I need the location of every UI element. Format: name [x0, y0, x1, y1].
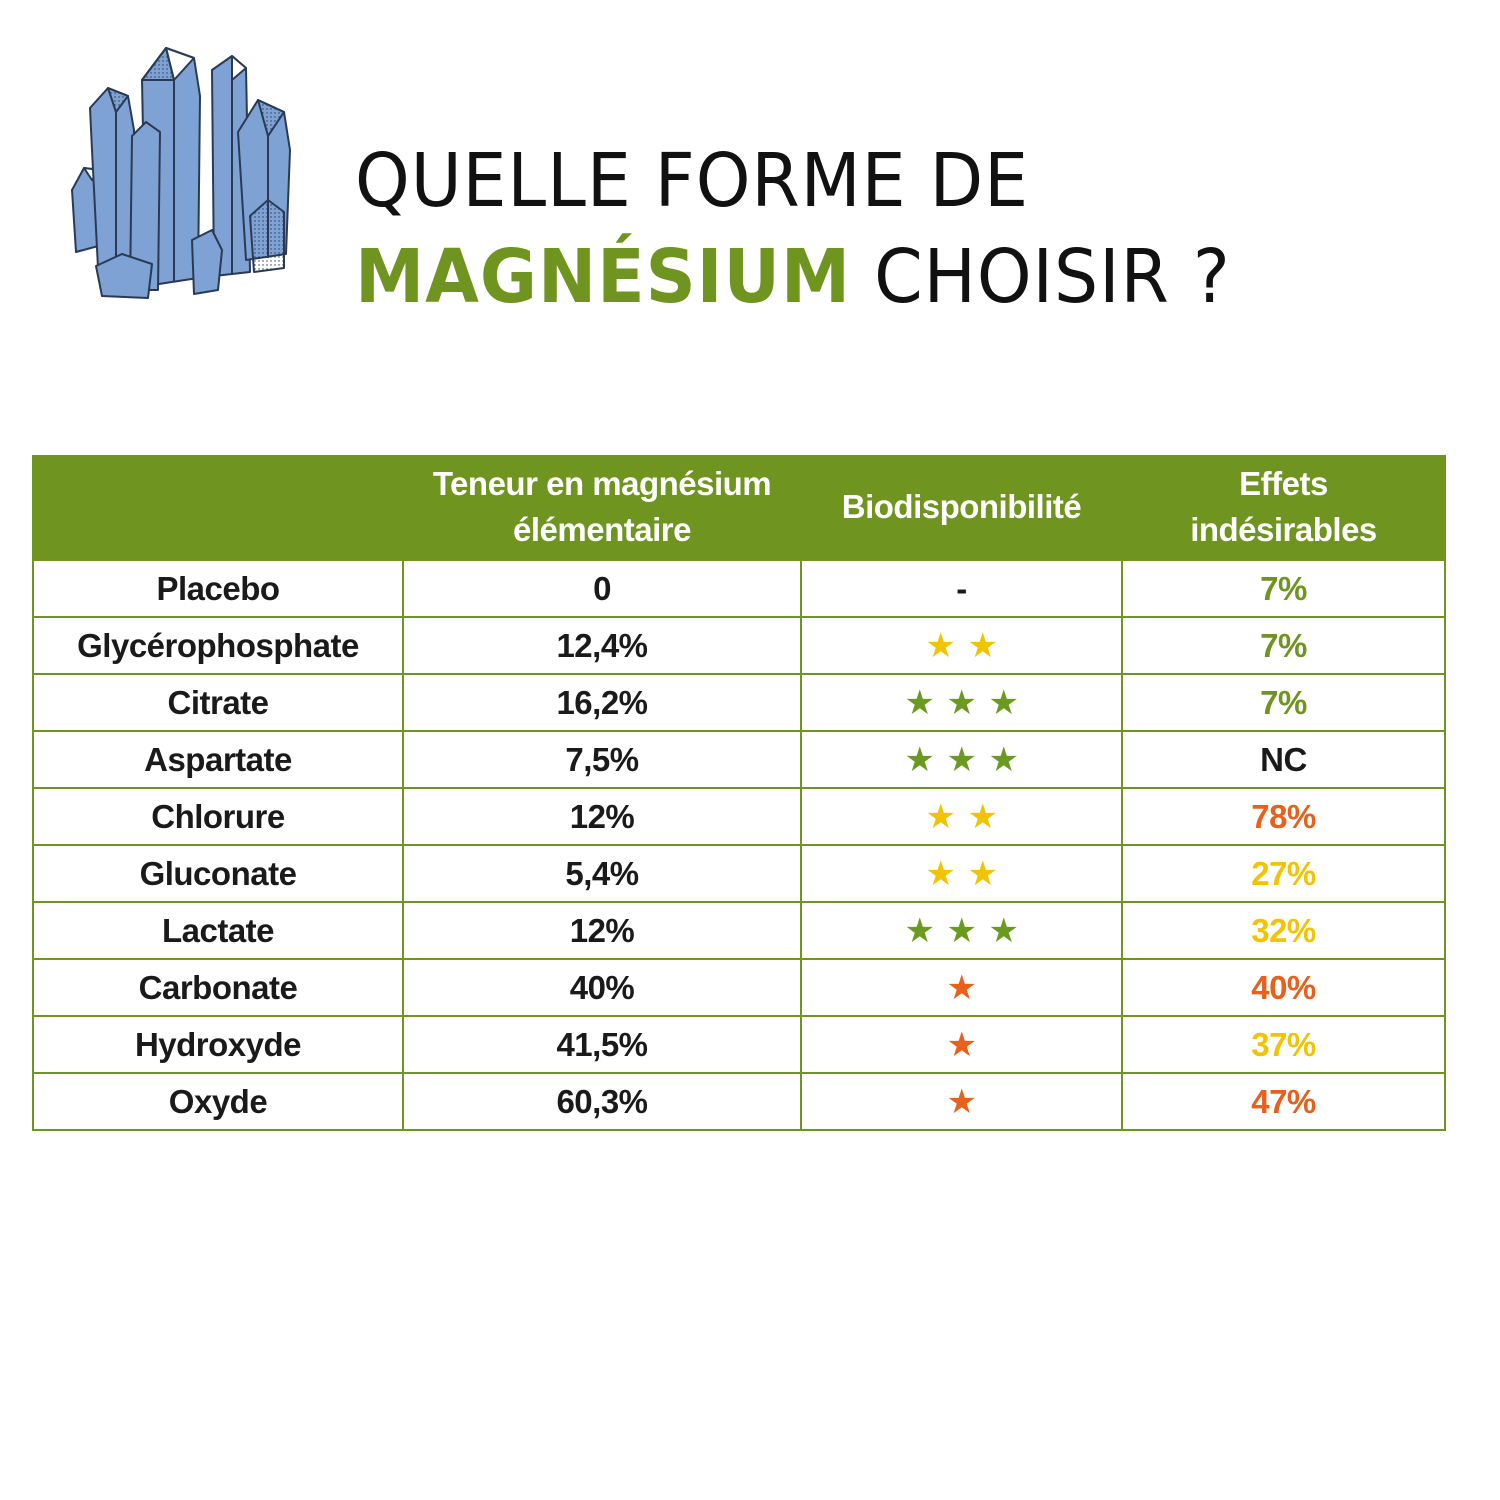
- title-highlight: MAGNÉSIUM: [355, 234, 852, 320]
- crystal-cluster-icon: [71, 47, 291, 299]
- header-bioavailability: Biodisponibilité: [800, 455, 1123, 560]
- form-name-cell: Gluconate: [32, 844, 404, 903]
- star-icon: ★: [946, 1081, 977, 1122]
- form-name-cell: Glycérophosphate: [32, 616, 404, 675]
- table-row: Lactate 12% ★ ★ ★ 32%: [32, 901, 1446, 960]
- bioavailability-cell: ★ ★: [800, 844, 1123, 903]
- side-effects-cell: NC: [1121, 730, 1446, 789]
- star-icon: ★: [967, 625, 998, 666]
- side-effects-cell: 40%: [1121, 958, 1446, 1017]
- elemental-content-cell: 12,4%: [402, 616, 802, 675]
- elemental-content-cell: 12%: [402, 901, 802, 960]
- star-icon: ★: [925, 796, 956, 837]
- bioavailability-cell: ★ ★ ★: [800, 673, 1123, 732]
- star-rating: ★: [947, 971, 977, 1005]
- table-body: Placebo 0-7% Glycérophosphate 12,4% ★ ★ 7% Citr…: [32, 559, 1446, 1131]
- elemental-content-cell: 0: [402, 559, 802, 618]
- side-effects-cell: 7%: [1121, 616, 1446, 675]
- form-name-cell: Oxyde: [32, 1072, 404, 1131]
- form-name-cell: Citrate: [32, 673, 404, 732]
- bioavailability-cell: ★ ★ ★: [800, 730, 1123, 789]
- star-rating: ★ ★ ★: [905, 743, 1019, 777]
- elemental-content-cell: 7,5%: [402, 730, 802, 789]
- star-icon: ★: [946, 967, 977, 1008]
- elemental-content-cell: 40%: [402, 958, 802, 1017]
- star-icon: ★: [904, 910, 935, 951]
- header-side-effects: Effets indésirables: [1121, 455, 1446, 560]
- star-icon: ★: [988, 682, 1019, 723]
- table-row: Carbonate 40% ★ 40%: [32, 958, 1446, 1017]
- side-effects-cell: 47%: [1121, 1072, 1446, 1131]
- elemental-content-cell: 5,4%: [402, 844, 802, 903]
- header-side-effects-label: Effets indésirables: [1190, 465, 1377, 548]
- form-name-cell: Chlorure: [32, 787, 404, 846]
- form-name-cell: Placebo: [32, 559, 404, 618]
- side-effects-cell: 32%: [1121, 901, 1446, 960]
- table-header-row: Teneur en magnésium élémentaire Biodispo…: [32, 455, 1446, 560]
- side-effects-cell: 78%: [1121, 787, 1446, 846]
- elemental-content-cell: 16,2%: [402, 673, 802, 732]
- bioavailability-cell: ★ ★ ★: [800, 901, 1123, 960]
- star-rating: ★ ★ ★: [905, 686, 1019, 720]
- star-rating: ★ ★: [926, 800, 998, 834]
- star-rating: ★ ★: [926, 857, 998, 891]
- table-row: Oxyde 60,3% ★ 47%: [32, 1072, 1446, 1131]
- table-header: Teneur en magnésium élémentaire Biodispo…: [32, 455, 1446, 560]
- table-row: Citrate 16,2% ★ ★ ★ 7%: [32, 673, 1446, 732]
- table-row: Glycérophosphate 12,4% ★ ★ 7%: [32, 616, 1446, 675]
- side-effects-cell: 7%: [1121, 673, 1446, 732]
- bioavailability-cell: -: [800, 559, 1123, 618]
- form-name-cell: Carbonate: [32, 958, 404, 1017]
- star-icon: ★: [946, 910, 977, 951]
- star-icon: ★: [946, 739, 977, 780]
- star-rating: ★ ★ ★: [905, 914, 1019, 948]
- bioavailability-cell: ★ ★: [800, 616, 1123, 675]
- table-row: Gluconate 5,4% ★ ★ 27%: [32, 844, 1446, 903]
- form-name-cell: Lactate: [32, 901, 404, 960]
- star-rating: ★: [947, 1028, 977, 1062]
- bioavailability-cell: ★: [800, 1015, 1123, 1074]
- star-icon: ★: [946, 1024, 977, 1065]
- star-rating: ★ ★: [926, 629, 998, 663]
- star-icon: ★: [946, 682, 977, 723]
- star-rating: ★: [947, 1085, 977, 1119]
- side-effects-cell: 27%: [1121, 844, 1446, 903]
- side-effects-cell: 37%: [1121, 1015, 1446, 1074]
- title-line-2-rest: CHOISIR ?: [851, 234, 1231, 320]
- side-effects-cell: 7%: [1121, 559, 1446, 618]
- bioavailability-cell: ★: [800, 958, 1123, 1017]
- table-row: Placebo 0 - 7%: [32, 559, 1446, 618]
- title-line-1: QUELLE FORME DE: [355, 138, 1029, 224]
- header-content-label: Teneur en magnésium élémentaire: [432, 465, 772, 548]
- bioavailability-cell: ★: [800, 1072, 1123, 1131]
- title-line-2: MAGNÉSIUM CHOISIR ?: [355, 229, 1231, 325]
- star-icon: ★: [988, 739, 1019, 780]
- star-icon: ★: [988, 910, 1019, 951]
- table-row: Chlorure 12% ★ ★ 78%: [32, 787, 1446, 846]
- bioavailability-cell: ★ ★: [800, 787, 1123, 846]
- form-name-cell: Aspartate: [32, 730, 404, 789]
- header-content: Teneur en magnésium élémentaire: [402, 455, 802, 560]
- star-icon: ★: [967, 853, 998, 894]
- star-icon: ★: [967, 796, 998, 837]
- bioavailability-text: -: [956, 569, 967, 607]
- star-icon: ★: [904, 739, 935, 780]
- star-icon: ★: [925, 853, 956, 894]
- header-form: [32, 455, 404, 560]
- table-row: Aspartate 7,5% ★ ★ ★ NC: [32, 730, 1446, 789]
- star-icon: ★: [904, 682, 935, 723]
- magnesium-forms-table: Teneur en magnésium élémentaire Biodispo…: [32, 455, 1446, 1131]
- form-name-cell: Hydroxyde: [32, 1015, 404, 1074]
- star-icon: ★: [925, 625, 956, 666]
- page-title: QUELLE FORME DE MAGNÉSIUM CHOISIR ?: [355, 133, 1231, 325]
- elemental-content-cell: 41,5%: [402, 1015, 802, 1074]
- elemental-content-cell: 60,3%: [402, 1072, 802, 1131]
- elemental-content-cell: 12%: [402, 787, 802, 846]
- table-row: Hydroxyde 41,5% ★ 37%: [32, 1015, 1446, 1074]
